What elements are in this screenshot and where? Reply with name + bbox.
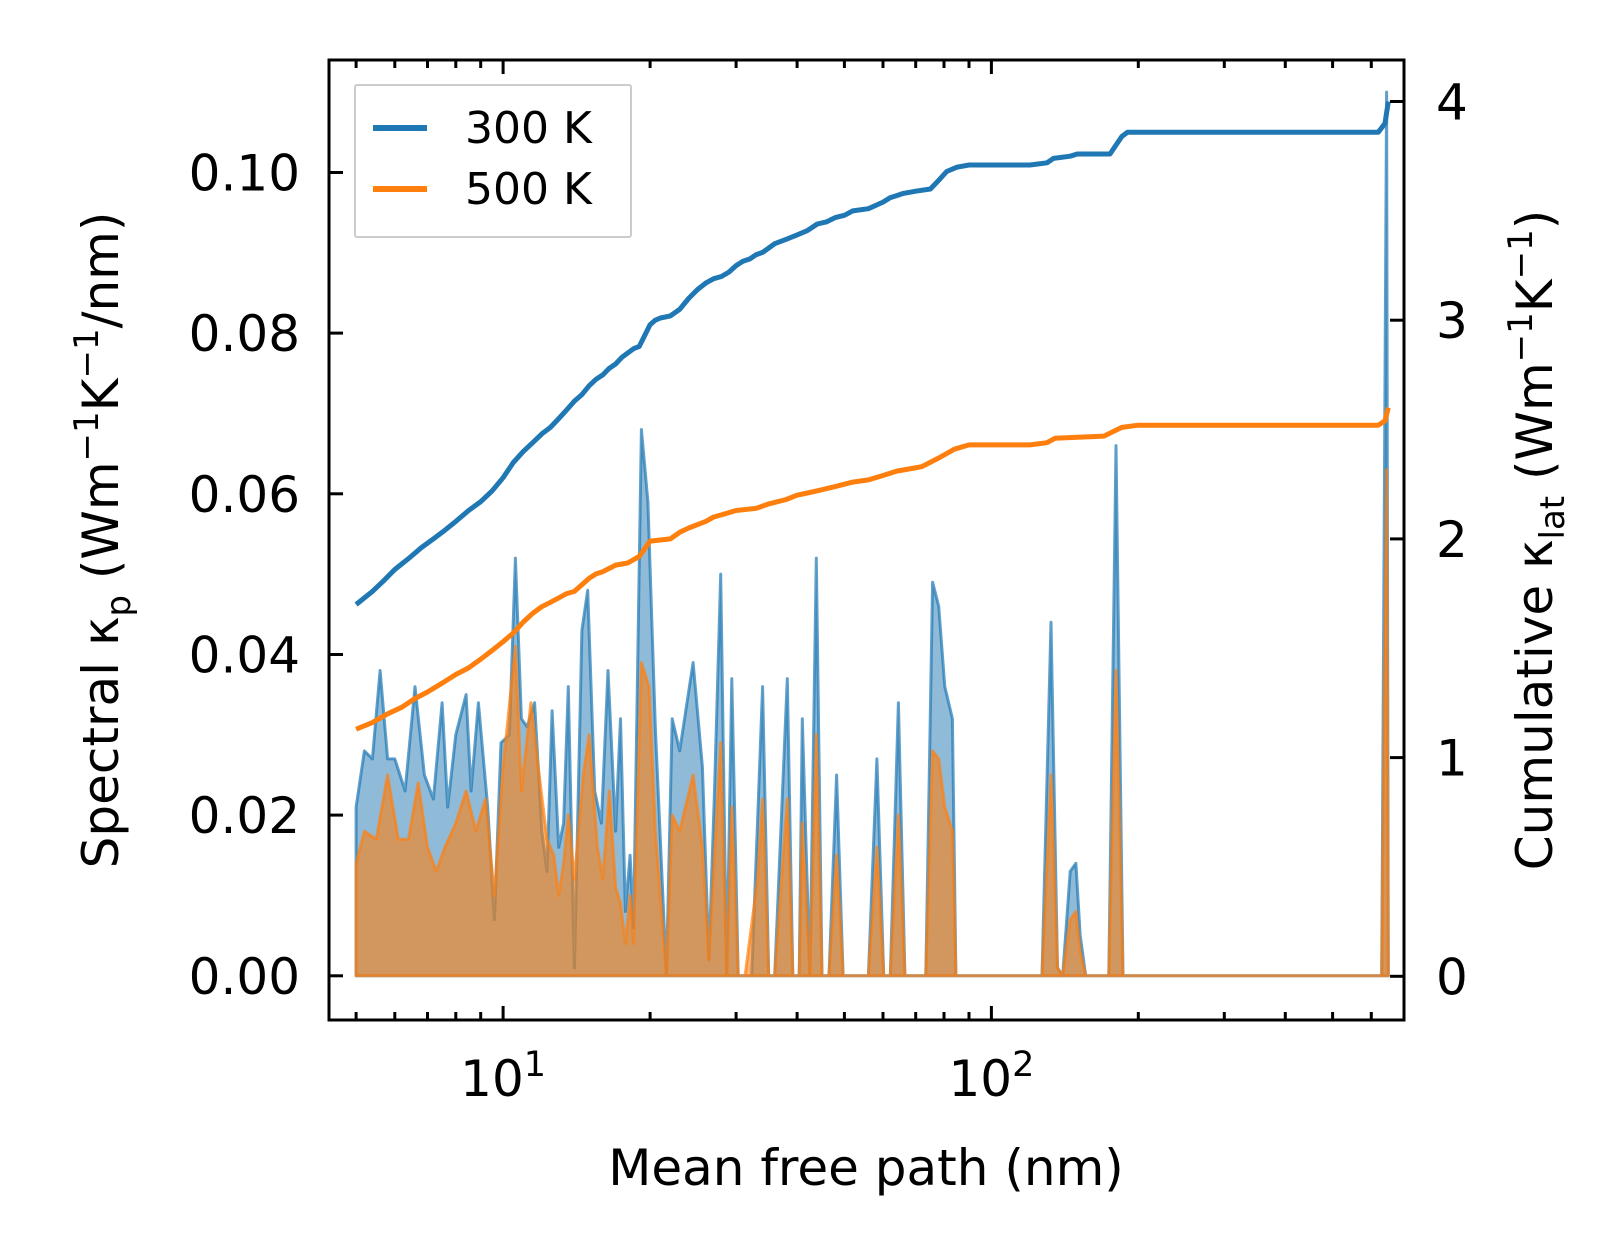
- cumulative-line-500k: [355, 407, 1391, 732]
- y-left-tick-label: 0.02: [189, 787, 300, 845]
- x-tick-label: 101: [460, 1045, 546, 1108]
- y-axis-right-title: Cumulative κlat (Wm−1K−1): [1501, 210, 1573, 870]
- plot-area: [354, 90, 1391, 978]
- cumulative-line-300k: [354, 101, 1391, 607]
- y-axis-left-title: Spectral κp (Wm−1K−1/nm): [67, 212, 139, 869]
- plot-frame: [327, 58, 1406, 1022]
- y-right-tick-label: 4: [1436, 74, 1468, 132]
- legend: 300 K 500 K: [354, 84, 632, 238]
- y-left-tick-label: 0.08: [189, 305, 300, 363]
- y-left-tick-label: 0.04: [189, 627, 300, 685]
- legend-box: [354, 84, 632, 238]
- y-left-tick-label: 0.06: [189, 466, 300, 524]
- y-left-tick-label: 0.00: [189, 948, 300, 1006]
- y-right-tick-label: 3: [1436, 292, 1468, 350]
- x-tick-label: 102: [948, 1045, 1034, 1108]
- y-right-tick-label: 2: [1436, 511, 1468, 569]
- y-right-tick-label: 1: [1436, 730, 1468, 788]
- y-left-tick-label: 0.10: [189, 145, 300, 203]
- x-axis-title: Mean free path (nm): [608, 1139, 1124, 1197]
- spectral-area-500k: [354, 468, 1390, 978]
- legend-label-500k: 500 K: [465, 164, 593, 215]
- legend-label-300k: 300 K: [465, 103, 593, 154]
- y-right-tick-label: 0: [1436, 948, 1468, 1006]
